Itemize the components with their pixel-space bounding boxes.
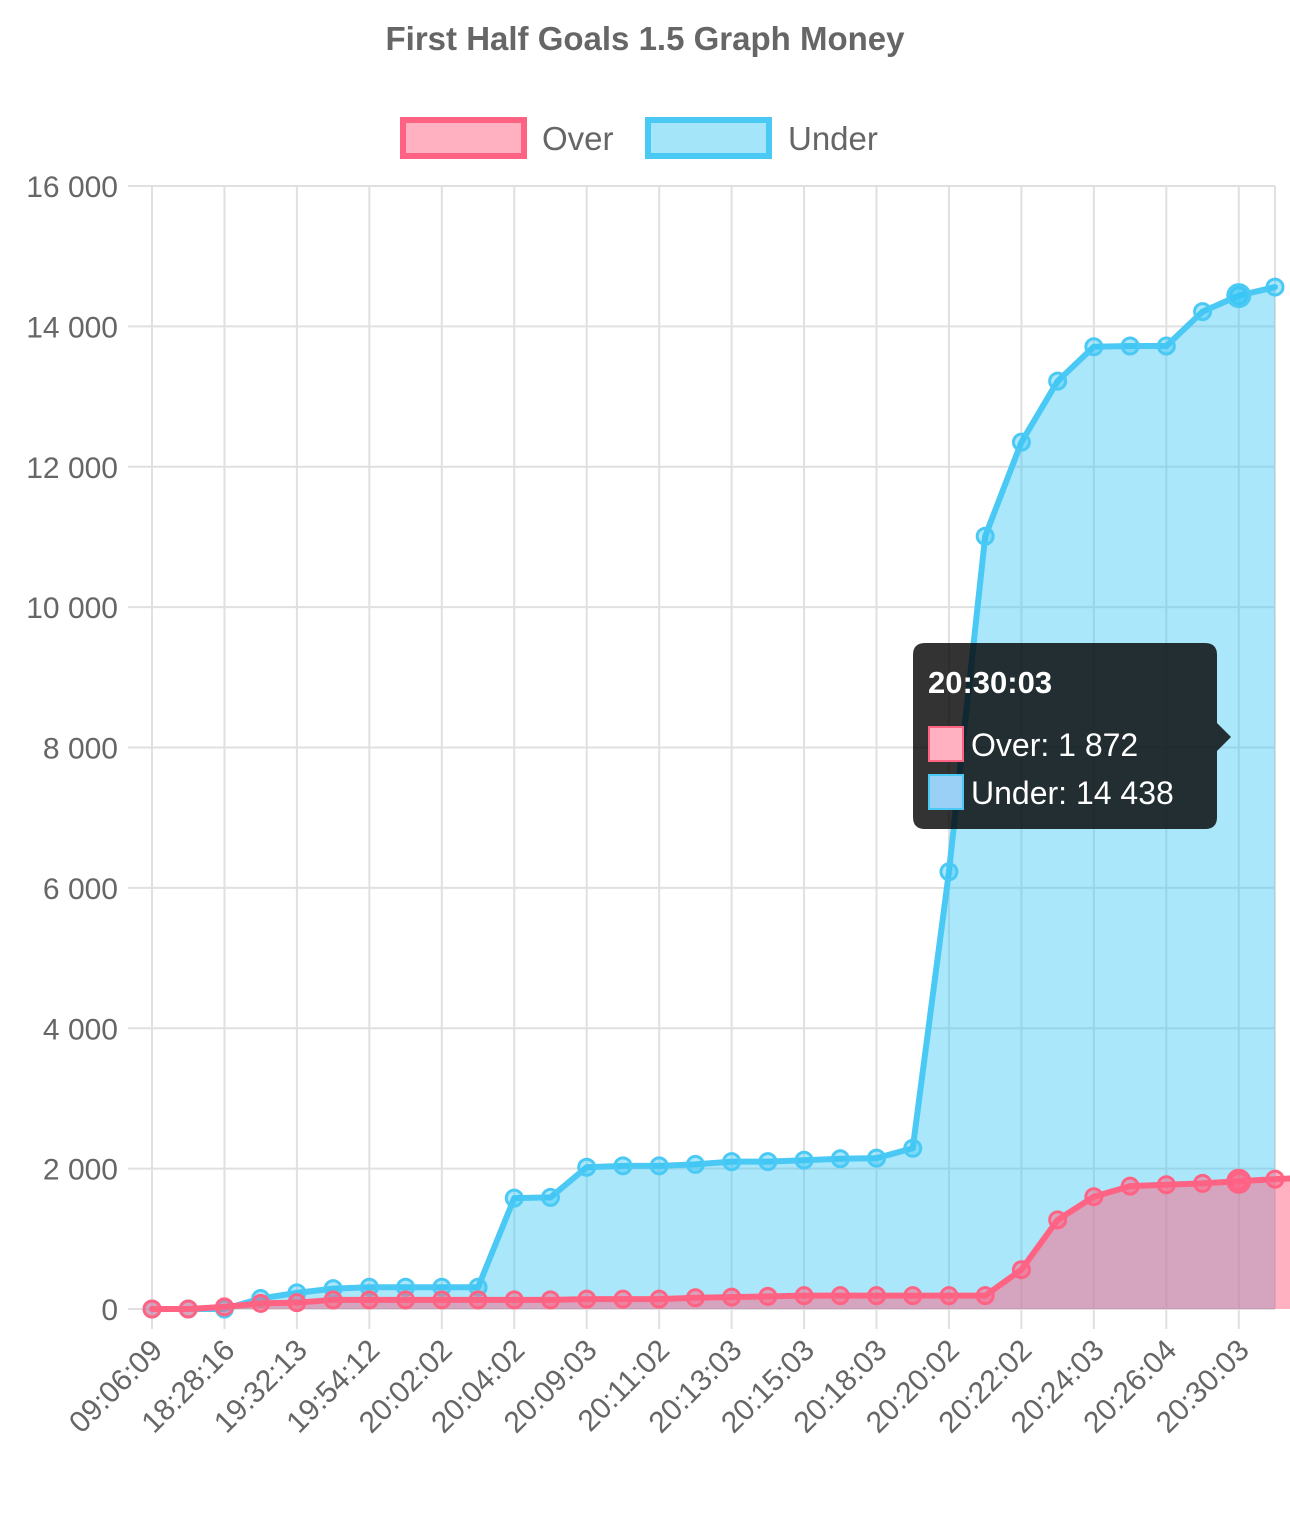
data-point-under[interactable]: [540, 1187, 560, 1207]
tooltip-swatch-over: [928, 726, 964, 762]
tooltip: 20:30:03 Over: 1 872 Under: 14 438: [913, 643, 1231, 829]
data-point-over[interactable]: [1120, 1176, 1140, 1196]
area-fill-over: [152, 1178, 1290, 1309]
data-point-over[interactable]: [939, 1286, 959, 1306]
data-point-under[interactable]: [1193, 302, 1213, 322]
data-point-over[interactable]: [685, 1288, 705, 1308]
data-point-over[interactable]: [504, 1290, 524, 1310]
data-point-under[interactable]: [1048, 371, 1068, 391]
data-point-over[interactable]: [722, 1287, 742, 1307]
data-point-under[interactable]: [1084, 337, 1104, 357]
data-point-over[interactable]: [142, 1299, 162, 1319]
data-point-over[interactable]: [649, 1289, 669, 1309]
data-point-over[interactable]: [1265, 1169, 1285, 1189]
y-tick-label: 4 000: [43, 1013, 118, 1046]
legend-swatch-over: [400, 117, 527, 159]
data-point-over[interactable]: [758, 1286, 778, 1306]
data-point-over[interactable]: [613, 1289, 633, 1309]
data-point-under[interactable]: [1120, 336, 1140, 356]
data-point-over[interactable]: [1156, 1175, 1176, 1195]
tooltip-title: 20:30:03: [928, 665, 1052, 700]
data-point-under[interactable]: [1156, 336, 1176, 356]
series-over: [142, 1169, 1290, 1319]
data-point-over[interactable]: [577, 1289, 597, 1309]
data-point-under[interactable]: [830, 1149, 850, 1169]
data-point-under-hover[interactable]: [1226, 283, 1252, 309]
data-point-over[interactable]: [178, 1299, 198, 1319]
data-point-over[interactable]: [251, 1293, 271, 1313]
data-point-under[interactable]: [939, 862, 959, 882]
legend-item-under[interactable]: Under: [645, 117, 878, 159]
grid: [128, 185, 1276, 1329]
data-point-over[interactable]: [1011, 1260, 1031, 1280]
data-point-over[interactable]: [540, 1290, 560, 1310]
tooltip-line-under: Under: 14 438: [971, 775, 1174, 811]
y-tick-label: 16 000: [26, 171, 118, 204]
legend-item-over[interactable]: Over: [400, 117, 614, 159]
series-under: [142, 277, 1285, 1319]
data-point-under[interactable]: [504, 1188, 524, 1208]
data-point-over[interactable]: [323, 1290, 343, 1310]
y-tick-label: 14 000: [26, 311, 118, 344]
x-axis: 09:06:0918:28:1619:32:1319:54:1220:02:02…: [63, 1334, 1256, 1440]
y-tick-label: 6 000: [43, 873, 118, 906]
legend-label-under: Under: [788, 120, 878, 157]
y-tick-label: 2 000: [43, 1154, 118, 1187]
tooltip-box: [913, 643, 1231, 829]
data-point-under[interactable]: [649, 1156, 669, 1176]
data-point-over[interactable]: [287, 1293, 307, 1313]
data-point-under[interactable]: [722, 1152, 742, 1172]
y-tick-label: 8 000: [43, 733, 118, 766]
data-point-under[interactable]: [1011, 432, 1031, 452]
y-tick-label: 12 000: [26, 452, 118, 485]
legend-swatch-under: [645, 117, 772, 159]
y-tick-label: 0: [101, 1294, 118, 1327]
data-point-under[interactable]: [613, 1156, 633, 1176]
tooltip-swatch-under: [928, 774, 964, 810]
chart-title: First Half Goals 1.5 Graph Money: [386, 20, 906, 57]
data-point-under[interactable]: [903, 1138, 923, 1158]
data-point-over[interactable]: [903, 1286, 923, 1306]
data-point-over[interactable]: [468, 1290, 488, 1310]
data-point-under[interactable]: [1265, 277, 1285, 297]
line-over: [149, 1175, 1290, 1312]
data-point-over[interactable]: [794, 1286, 814, 1306]
data-point-over-hover[interactable]: [1226, 1168, 1252, 1194]
tooltip-line-over: Over: 1 872: [971, 727, 1138, 763]
data-point-over[interactable]: [830, 1286, 850, 1306]
data-point-over[interactable]: [432, 1290, 452, 1310]
y-tick-label: 10 000: [26, 592, 118, 625]
y-axis: 0 2 000 4 000 6 000 8 000 10 000 12 000 14 000 1…: [26, 171, 118, 1327]
data-point-over[interactable]: [975, 1286, 995, 1306]
data-point-over[interactable]: [214, 1297, 234, 1317]
data-point-under[interactable]: [758, 1152, 778, 1172]
area-fill-under: [152, 287, 1275, 1309]
legend-label-over: Over: [542, 120, 614, 157]
data-point-over[interactable]: [1193, 1173, 1213, 1193]
data-point-over[interactable]: [1048, 1210, 1068, 1230]
data-point-over[interactable]: [359, 1290, 379, 1310]
data-point-under[interactable]: [794, 1150, 814, 1170]
data-point-under[interactable]: [577, 1157, 597, 1177]
data-point-over[interactable]: [1084, 1187, 1104, 1207]
data-point-under[interactable]: [867, 1148, 887, 1168]
data-point-over[interactable]: [867, 1286, 887, 1306]
legend: Over Under: [400, 117, 878, 159]
data-point-under[interactable]: [685, 1154, 705, 1174]
data-point-over[interactable]: [396, 1290, 416, 1310]
data-point-under[interactable]: [975, 526, 995, 546]
